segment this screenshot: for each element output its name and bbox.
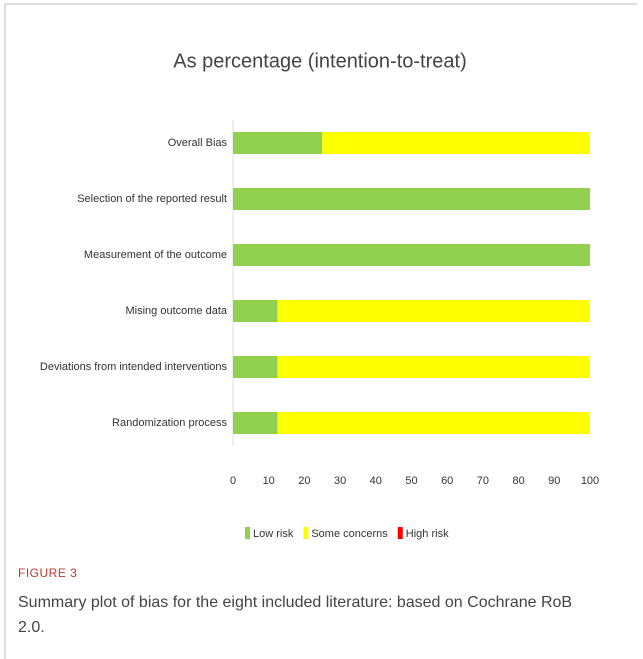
x-tick-label: 80 xyxy=(512,475,524,487)
bar-segment xyxy=(233,356,278,378)
y-tick-label: Mising outcome data xyxy=(126,305,228,317)
bar-segment xyxy=(277,412,590,434)
x-tick-label: 40 xyxy=(370,475,382,487)
x-tick-label: 30 xyxy=(334,475,346,487)
bar-segment xyxy=(277,356,590,378)
y-tick-label: Measurement of the outcome xyxy=(84,249,227,261)
y-tick-label: Randomization process xyxy=(112,417,227,429)
bar-segment xyxy=(233,244,590,266)
chart-title: As percentage (intention-to-treat) xyxy=(173,50,467,72)
x-tick-label: 50 xyxy=(405,475,417,487)
bar-segment xyxy=(277,300,590,322)
legend-swatch xyxy=(303,527,309,539)
x-tick-label: 90 xyxy=(548,475,560,487)
x-tick-label: 0 xyxy=(230,475,236,487)
bar-segment xyxy=(233,300,278,322)
bar-segment xyxy=(322,132,590,154)
legend-swatch xyxy=(245,527,250,539)
x-tick-label: 70 xyxy=(477,475,489,487)
bar-segment xyxy=(233,132,323,154)
legend-swatch xyxy=(397,527,403,539)
legend-label: Some concerns xyxy=(311,528,388,540)
y-tick-label: Deviations from intended interventions xyxy=(40,361,228,373)
x-tick-label: 20 xyxy=(298,475,310,487)
legend-label: Low risk xyxy=(253,528,294,540)
x-tick-label: 100 xyxy=(581,475,599,487)
bar-segment xyxy=(233,412,278,434)
figure-label: FIGURE 3 xyxy=(18,566,78,580)
y-tick-label: Overall Bias xyxy=(168,137,228,149)
caption: Summary plot of bias for the eight inclu… xyxy=(18,594,573,636)
x-tick-label: 10 xyxy=(263,475,275,487)
legend-label: High risk xyxy=(406,528,449,540)
y-tick-label: Selection of the reported result xyxy=(77,193,227,205)
x-tick-label: 60 xyxy=(441,475,453,487)
bar-segment xyxy=(233,188,590,210)
